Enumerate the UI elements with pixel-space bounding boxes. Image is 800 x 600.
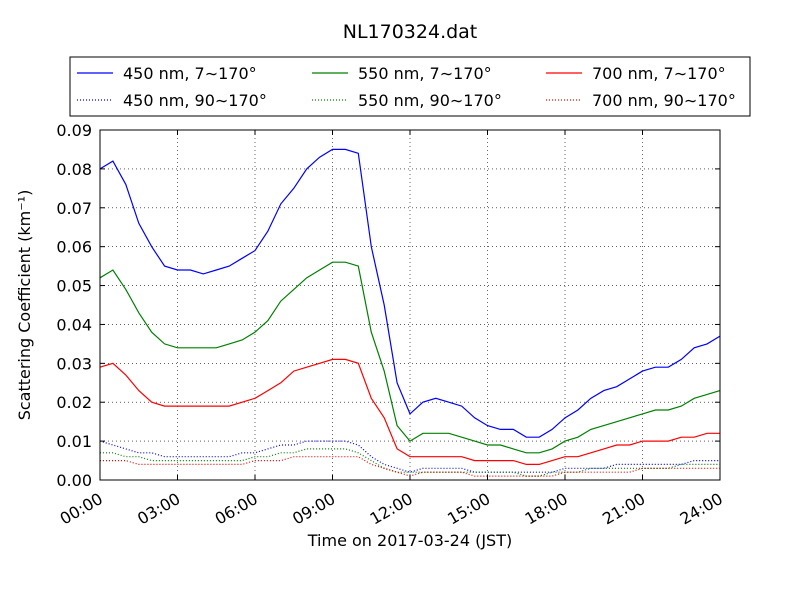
y-tick-label: 0.01 bbox=[56, 432, 92, 451]
y-tick-label: 0.02 bbox=[56, 393, 92, 412]
legend-label: 700 nm, 90∼170° bbox=[592, 91, 736, 110]
x-tick-label: 15:00 bbox=[444, 489, 493, 529]
grid bbox=[100, 130, 720, 480]
y-tick-label: 0.09 bbox=[56, 121, 92, 140]
x-axis-label: Time on 2017-03-24 (JST) bbox=[307, 531, 512, 550]
x-tick-label: 06:00 bbox=[212, 489, 261, 529]
x-tick-label: 03:00 bbox=[134, 489, 183, 529]
legend-box bbox=[69, 56, 751, 117]
x-tick-label: 00:00 bbox=[57, 489, 106, 529]
legend-label: 450 nm, 7∼170° bbox=[123, 64, 257, 83]
legend-label: 450 nm, 90∼170° bbox=[123, 91, 267, 110]
legend: 450 nm, 7∼170° 550 nm, 7∼170° 700 nm, 7∼17… bbox=[69, 56, 751, 117]
series-line bbox=[100, 448, 720, 477]
series-line bbox=[99, 148, 721, 438]
y-tick-label: 0.07 bbox=[56, 199, 92, 218]
y-tick-label: 0.00 bbox=[56, 471, 92, 490]
y-tick-label: 0.08 bbox=[56, 160, 92, 179]
legend-label: 550 nm, 90∼170° bbox=[358, 91, 502, 110]
y-tick-label: 0.03 bbox=[56, 354, 92, 373]
y-axis-label: Scattering Coefficient (km⁻¹) bbox=[15, 190, 34, 421]
chart-title: NL170324.dat bbox=[343, 21, 478, 43]
series-line bbox=[99, 440, 720, 473]
y-tick-label: 0.04 bbox=[56, 315, 92, 334]
series-group bbox=[99, 148, 721, 477]
x-tick-label: 24:00 bbox=[677, 489, 726, 529]
x-tick-label: 12:00 bbox=[367, 489, 416, 529]
legend-label: 550 nm, 7∼170° bbox=[358, 64, 492, 83]
ticks: 0.00 0.01 0.02 0.03 0.04 0.05 0.06 0.07 0.08 0.09… bbox=[56, 121, 726, 529]
y-tick-label: 0.06 bbox=[56, 238, 92, 257]
series-line bbox=[99, 261, 721, 454]
x-tick-label: 21:00 bbox=[599, 489, 648, 529]
series-line bbox=[99, 358, 720, 465]
x-tick-label: 09:00 bbox=[289, 489, 338, 529]
y-tick-label: 0.05 bbox=[56, 277, 92, 296]
x-tick-label: 18:00 bbox=[522, 489, 571, 529]
legend-label: 700 nm, 7∼170° bbox=[592, 64, 726, 83]
